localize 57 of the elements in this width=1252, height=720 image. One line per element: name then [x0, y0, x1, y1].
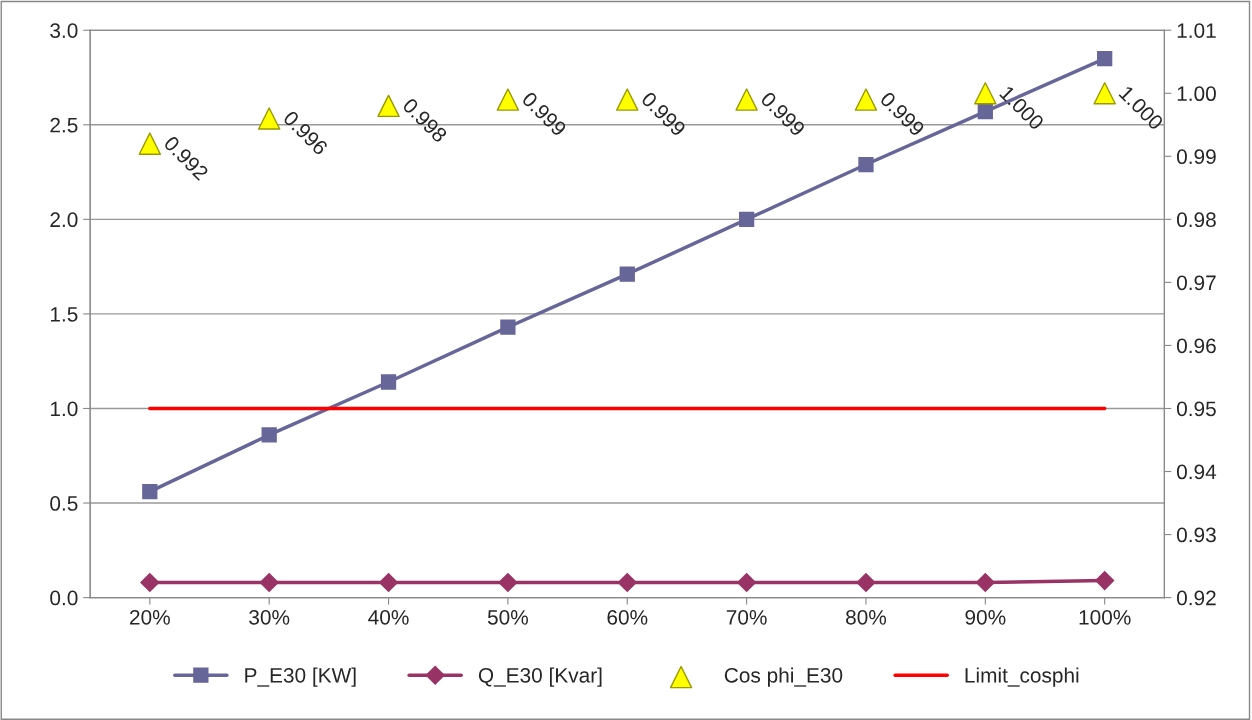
point [735, 88, 758, 111]
x-tick-label: 50% [487, 609, 528, 625]
point [974, 82, 997, 105]
legend-label: P_E30 [KW] [245, 667, 356, 687]
point [500, 319, 516, 335]
legend-label: Cos phi_E30 [724, 667, 843, 687]
y-tick-label: 3.0 [50, 23, 78, 38]
y2-tick-label: 0.99 [1176, 149, 1216, 165]
y-tick-label: 1.0 [50, 401, 78, 417]
point [619, 266, 635, 282]
point [858, 156, 874, 173]
y2-tick-label: 0.98 [1176, 212, 1216, 228]
point [259, 572, 279, 593]
point [261, 427, 277, 443]
point [138, 132, 162, 155]
x-tick-label: 40% [368, 609, 409, 625]
y2-tick-label: 0.94 [1176, 464, 1217, 480]
point [1097, 50, 1113, 67]
y2-tick-label: 0.97 [1176, 275, 1216, 291]
y2-tick-label: 1.01 [1177, 23, 1216, 38]
point [617, 572, 637, 593]
x-tick-label: 30% [249, 609, 290, 625]
point [380, 374, 397, 390]
point [738, 211, 755, 227]
point [140, 572, 160, 593]
point [737, 572, 757, 593]
x-tick-label: 100% [1079, 609, 1131, 625]
y2-tick-label: 0.96 [1176, 338, 1216, 354]
y-tick-label: 2.0 [50, 212, 78, 228]
point [498, 572, 518, 593]
y-tick-label: 0.0 [50, 590, 78, 606]
y-tick-label: 0.5 [50, 496, 78, 511]
point [1093, 82, 1116, 105]
y2-tick-label: 0.95 [1176, 401, 1216, 417]
x-tick-label: 80% [846, 609, 887, 625]
point [1095, 571, 1115, 591]
legend-label: Limit_cosphi [965, 667, 1079, 687]
point [616, 88, 639, 111]
point [142, 484, 158, 500]
legend-label: Q_E30 [Kvar] [478, 667, 602, 687]
point [496, 88, 520, 111]
x-tick-label: 60% [607, 609, 648, 625]
y2-tick-label: 0.93 [1176, 527, 1216, 543]
point [257, 107, 281, 130]
x-tick-label: 70% [726, 609, 767, 625]
point [377, 94, 400, 118]
point [977, 103, 993, 120]
point [856, 572, 876, 593]
y-tick-label: 2.5 [50, 117, 78, 133]
point [975, 572, 995, 593]
y2-tick-label: 0.92 [1176, 590, 1216, 606]
x-tick-label: 90% [965, 609, 1006, 625]
point [379, 572, 399, 593]
x-tick-label: 20% [130, 609, 170, 625]
y-tick-label: 1.5 [50, 307, 78, 322]
point [854, 88, 878, 111]
y2-tick-label: 1.00 [1177, 86, 1216, 102]
